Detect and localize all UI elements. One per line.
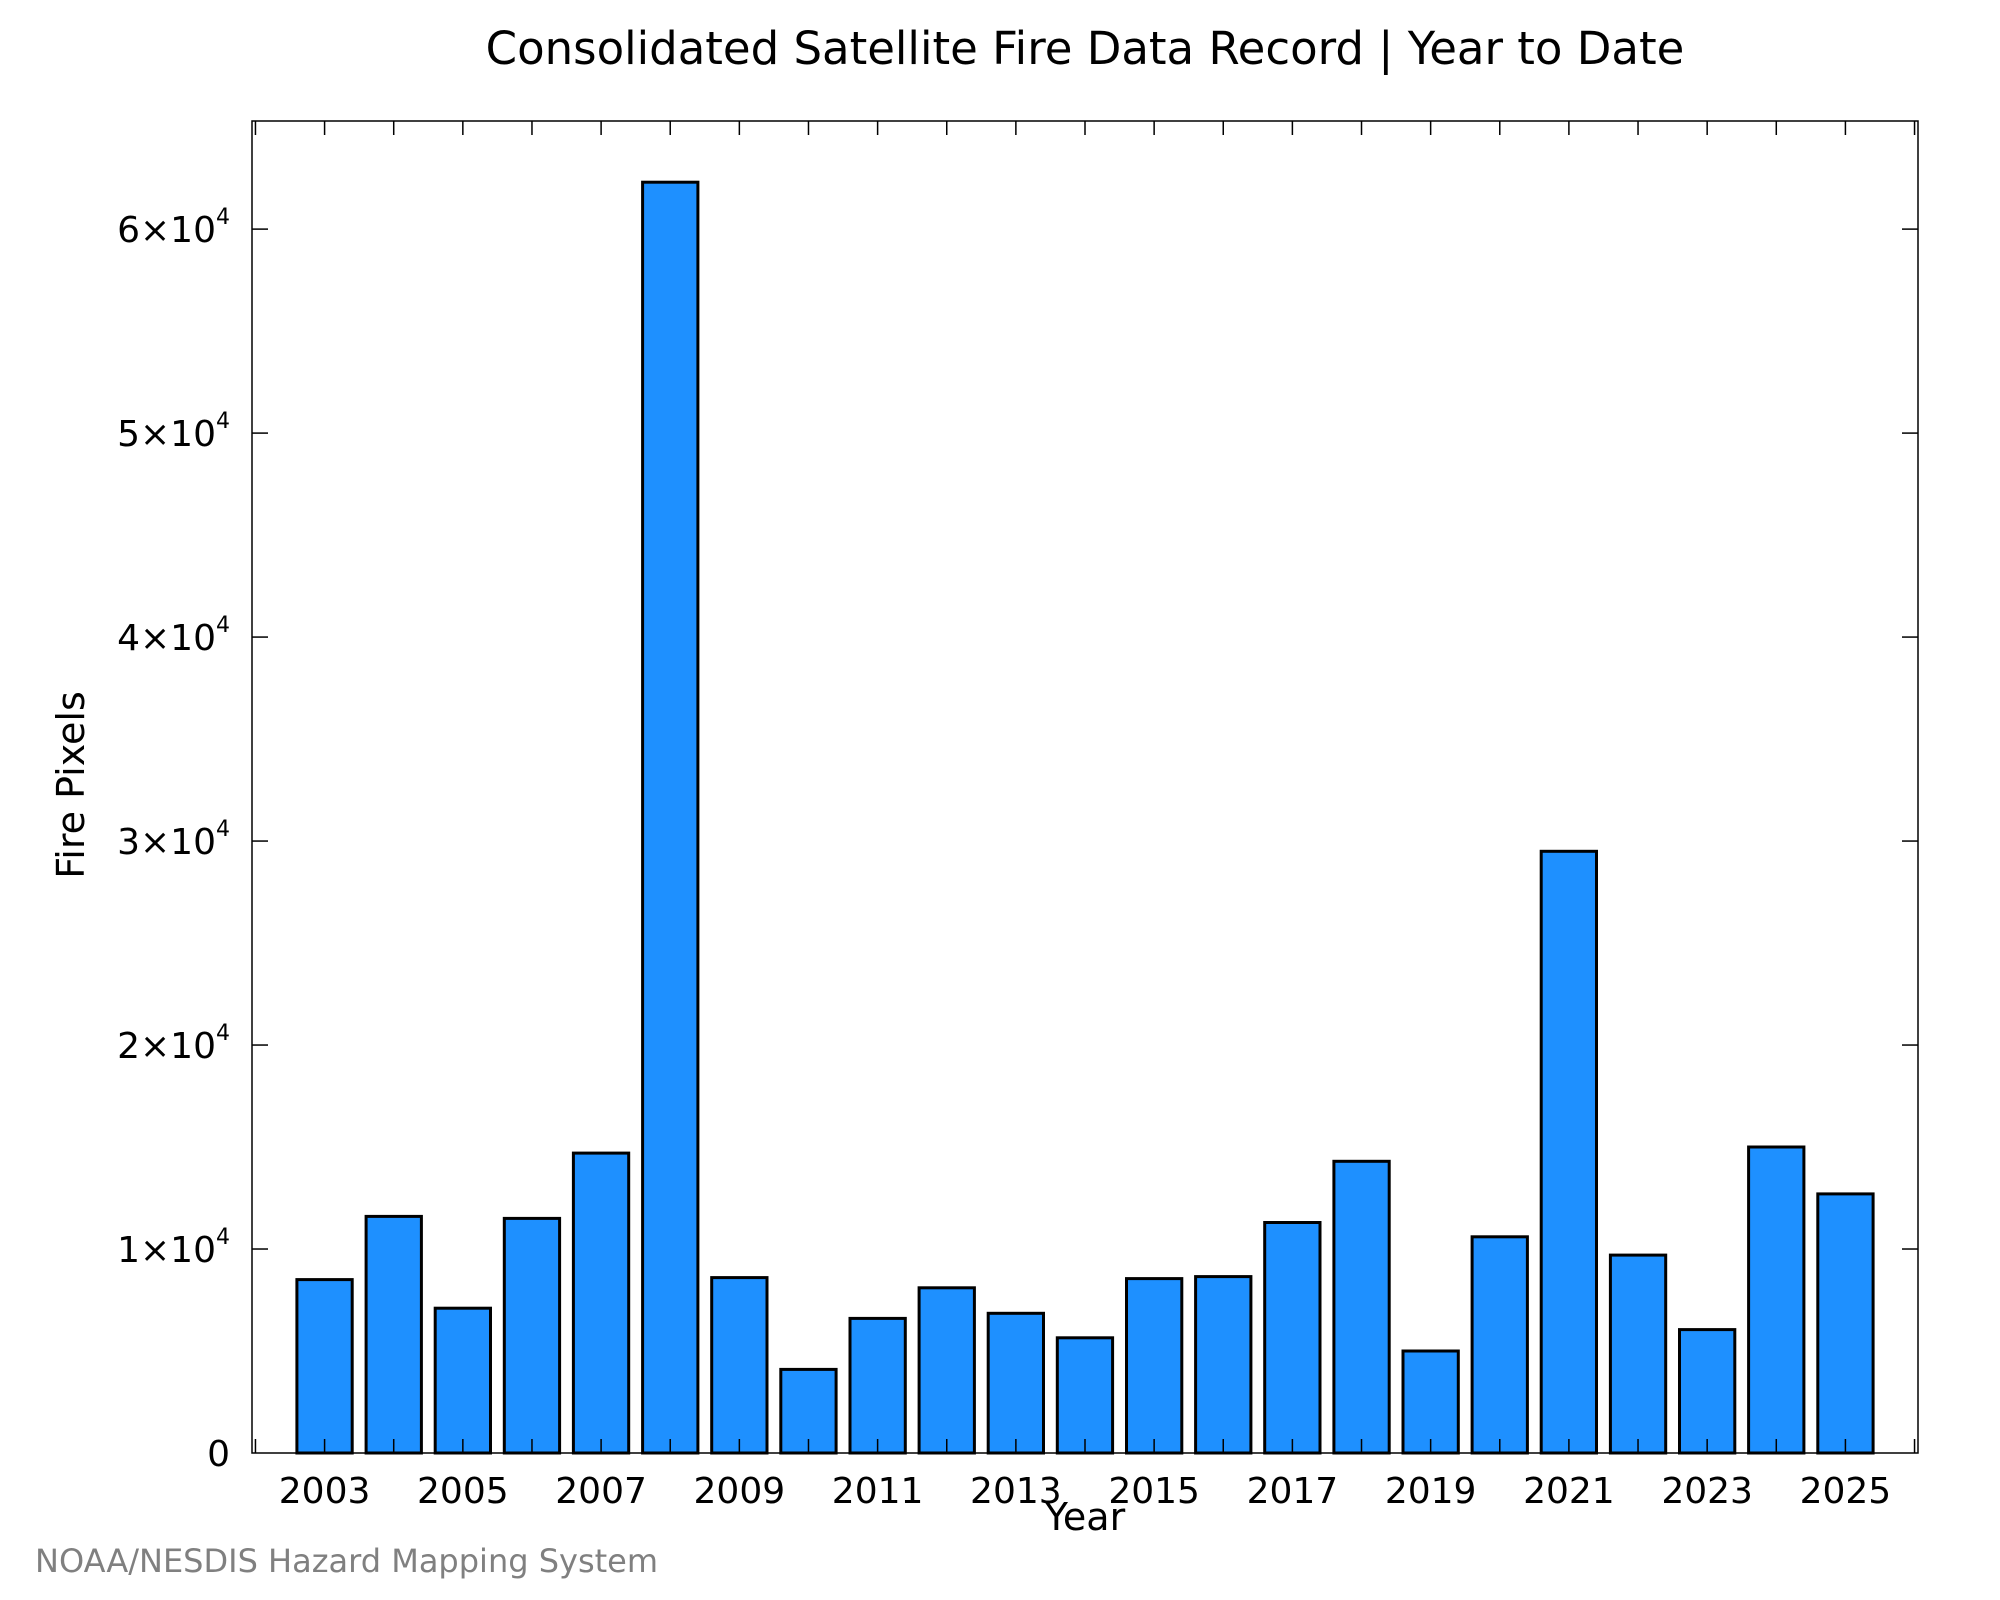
bar-2003 [295,1278,354,1455]
x-tick-label-2007: 2007 [555,1471,647,1512]
bar-2017 [1263,1221,1322,1455]
y-tick-label-60000: 6×104 [117,205,230,251]
bar-2021 [1539,849,1598,1455]
x-tick-label-2021: 2021 [1523,1471,1615,1512]
y-tick-label-30000: 3×104 [117,817,230,863]
credit-text: NOAA/NESDIS Hazard Mapping System [35,1542,658,1580]
chart-title: Consolidated Satellite Fire Data Record … [486,22,1685,75]
bar-2006 [502,1216,562,1455]
y-axis-label: Fire Pixels [49,691,93,879]
bar-2012 [917,1286,976,1455]
bar-2009 [710,1276,769,1455]
bar-2024 [1747,1145,1806,1455]
x-tick-label-2015: 2015 [1108,1471,1200,1512]
bar-2016 [1194,1275,1253,1455]
bar-2005 [433,1306,493,1455]
bar-2023 [1678,1328,1737,1455]
bar-2025 [1816,1192,1875,1455]
y-tick-label-10000: 1×104 [117,1225,230,1271]
bar-2018 [1332,1159,1391,1455]
plot-area: 2003 2005 2007 2009 2011 2013 2015 2017 2019 2021… [117,120,1919,1512]
x-tick-label-2025: 2025 [1800,1471,1892,1512]
bar-2008 [641,180,700,1455]
bar-2015 [1125,1277,1184,1455]
plot-frame [251,120,1919,1454]
bar-2022 [1608,1253,1668,1455]
x-tick-label-2013: 2013 [970,1471,1062,1512]
bar-2020 [1470,1235,1529,1455]
bar-2004 [364,1214,423,1455]
x-tick-label-2005: 2005 [417,1471,509,1512]
x-tick-label-2009: 2009 [694,1471,786,1512]
y-tick-label-20000: 2×104 [117,1021,230,1067]
y-tick-label-0: 0 [207,1434,230,1475]
x-axis-label: Year [1044,1495,1126,1539]
x-tick-label-2017: 2017 [1247,1471,1339,1512]
bar-2014 [1055,1336,1115,1455]
x-tick-label-2023: 2023 [1661,1471,1753,1512]
x-tick-label-2019: 2019 [1385,1471,1477,1512]
bar-2011 [848,1316,907,1455]
bar-2013 [986,1311,1046,1455]
x-tick-label-2011: 2011 [832,1471,924,1512]
x-tick-label-2003: 2003 [279,1471,371,1512]
y-tick-label-50000: 5×104 [117,409,230,455]
y-tick-label-40000: 4×104 [117,613,230,659]
bar-2007 [571,1151,631,1455]
bar-2019 [1401,1349,1460,1455]
